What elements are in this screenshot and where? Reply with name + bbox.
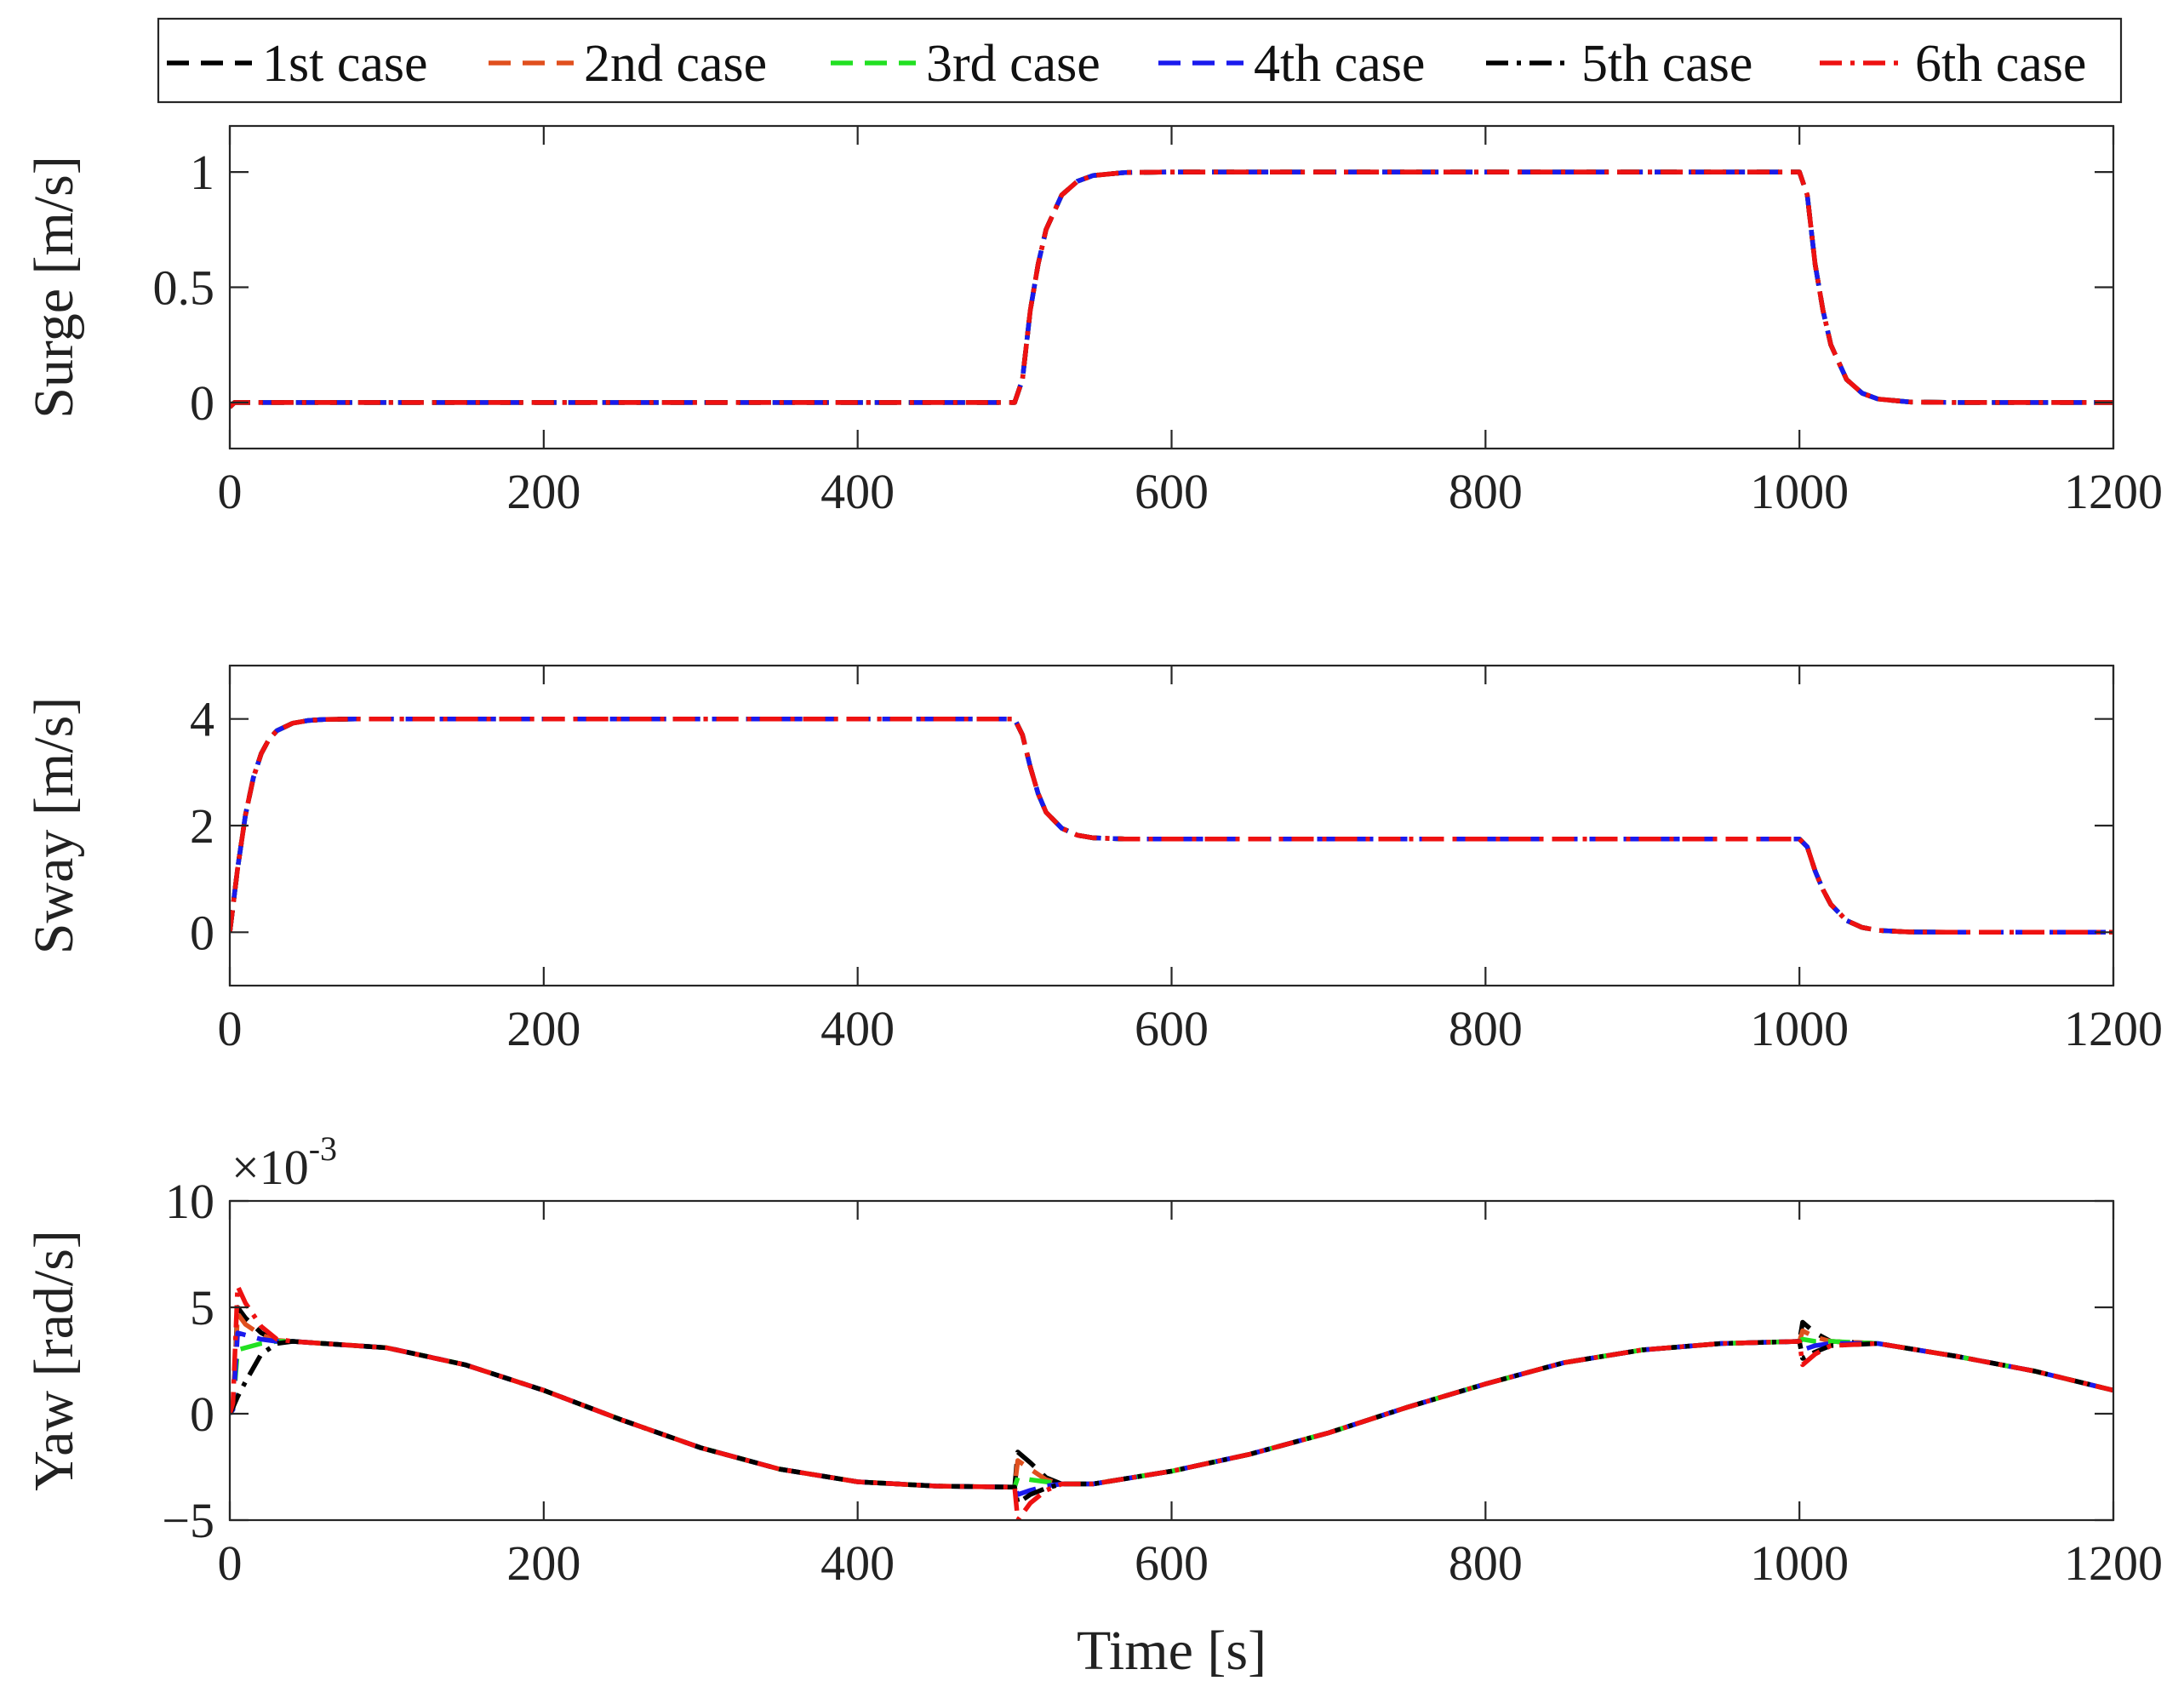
legend-label: 4th case: [1254, 35, 1425, 93]
subplot-sway: 0 200 400 600 800 1000 1200 0 2 4 Sway [m/s]: [23, 664, 2163, 1056]
plot-area: [230, 1201, 2113, 1520]
y-tick-label: 0.5: [153, 260, 215, 316]
series-line-5: [230, 1339, 2113, 1506]
x-tick-label: 600: [1135, 1535, 1209, 1591]
y-exponent-label: ×10-3: [232, 1129, 337, 1195]
x-tick-label: 0: [218, 464, 243, 519]
series-group: [230, 716, 2113, 935]
y-tick-label: 1: [190, 145, 214, 200]
x-tick-label: 1200: [2064, 1001, 2163, 1056]
y-axis-title: Surge [m/s]: [23, 156, 85, 419]
y-tick-label: 0: [190, 1386, 214, 1442]
x-tick-label: 800: [1449, 464, 1523, 519]
x-tick-label: 200: [506, 1535, 580, 1591]
x-tick-label: 400: [820, 1535, 895, 1591]
legend-box: [157, 17, 2123, 104]
subplot-surge: 0 200 400 600 800 1000 1200 0 0.5 1 Surge [m/s]: [23, 124, 2163, 519]
legend-entry-6: 6th case: [1820, 35, 2086, 93]
x-tick-label: 0: [218, 1001, 243, 1056]
legend-label: 2nd case: [584, 35, 767, 93]
x-tick-label: 1200: [2064, 464, 2163, 519]
legend-entry-1: 1st case: [167, 35, 428, 93]
legend-label: 1st case: [262, 35, 428, 93]
legend-label: 5th case: [1581, 35, 1752, 93]
x-tick-label: 200: [506, 1001, 580, 1056]
plot-area: [230, 666, 2113, 986]
series-group: [230, 169, 2113, 409]
series-line-6: [230, 716, 2113, 935]
series-group: [230, 1284, 2113, 1520]
exponent-base: ×10: [232, 1140, 309, 1195]
legend-entry-2: 2nd case: [489, 35, 767, 93]
legend-label: 6th case: [1915, 35, 2086, 93]
x-tick-label: 600: [1135, 464, 1209, 519]
y-tick-label: 4: [190, 692, 214, 747]
legend: 1st case 2nd case 3rd case 4th case 5th case…: [157, 17, 2123, 104]
x-tick-label: 0: [218, 1535, 243, 1591]
legend-entry-4: 4th case: [1158, 35, 1425, 93]
x-tick-label: 1000: [1750, 464, 1849, 519]
x-tick-label: 400: [820, 1001, 895, 1056]
x-tick-label: 1000: [1750, 1001, 1849, 1056]
y-axis-title: Sway [m/s]: [23, 697, 85, 954]
y-tick-label: 10: [165, 1174, 214, 1229]
legend-entry-3: 3rd case: [831, 35, 1101, 93]
y-tick-label: 0: [190, 375, 214, 431]
x-tick-label: 800: [1449, 1001, 1523, 1056]
y-tick-label: 2: [190, 798, 214, 854]
legend-entry-5: 5th case: [1486, 35, 1752, 93]
legend-label: 3rd case: [926, 35, 1101, 93]
y-axis-title: Yaw [rad/s]: [23, 1230, 85, 1491]
x-tick-label: 600: [1135, 1001, 1209, 1056]
y-tick-label: 5: [190, 1280, 214, 1335]
x-tick-label: 1200: [2064, 1535, 2163, 1591]
x-tick-label: 800: [1449, 1535, 1523, 1591]
y-tick-label: −5: [162, 1493, 214, 1548]
plot-area: [230, 126, 2113, 449]
x-axis-title: Time [s]: [1077, 1620, 1266, 1682]
exponent-power: -3: [309, 1129, 337, 1168]
series-line-6: [230, 1284, 2113, 1520]
x-tick-label: 400: [820, 464, 895, 519]
y-tick-label: 0: [190, 905, 214, 960]
series-line-6: [230, 169, 2113, 409]
x-tick-label: 200: [506, 464, 580, 519]
x-tick-label: 1000: [1750, 1535, 1849, 1591]
